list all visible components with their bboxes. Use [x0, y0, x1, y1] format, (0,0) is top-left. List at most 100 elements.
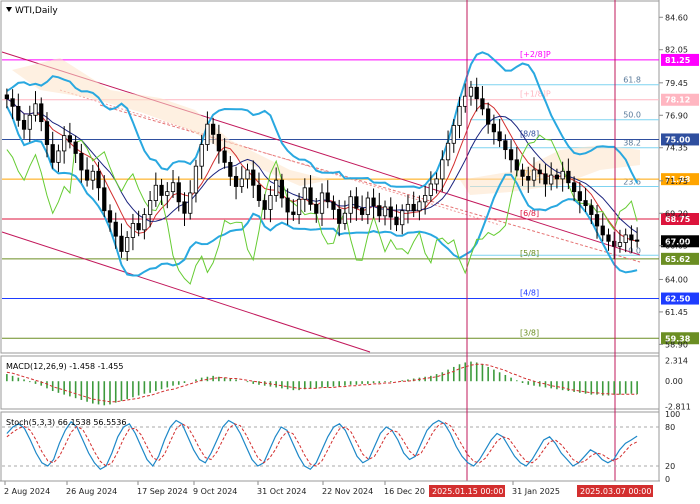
candle-body [73, 141, 78, 154]
candle-body [90, 170, 95, 181]
candle-body [445, 142, 451, 161]
candle-body [251, 169, 256, 186]
fib-label: 38.2 [623, 139, 641, 148]
candle-body [486, 108, 491, 125]
date-marker-badge [429, 485, 505, 497]
candle-body [612, 240, 617, 247]
candle-body [571, 182, 577, 193]
murray-label: [5/8] [520, 249, 539, 258]
murray-label: [4/8] [520, 289, 539, 298]
candle-body [342, 212, 348, 224]
candle-body [4, 94, 9, 100]
murray-badge [661, 252, 699, 265]
candle-body [526, 175, 531, 181]
candle-body [428, 183, 433, 196]
stoch-k-line [6, 419, 638, 471]
murray-badge-text: 65.62 [665, 255, 690, 264]
chikou-span [6, 134, 638, 285]
candle-body [182, 201, 187, 214]
candle-body [635, 239, 640, 242]
candle-body [193, 165, 199, 194]
candle-body [308, 187, 313, 205]
candle-body [125, 237, 130, 252]
candle-body [629, 234, 634, 241]
candle-body [102, 187, 107, 212]
candle-body [474, 86, 479, 100]
y-tick-label: 76.90 [665, 111, 688, 120]
y-tick-label: 74.35 [665, 144, 688, 153]
candle-body [291, 211, 296, 215]
murray-badge [661, 292, 699, 305]
murray-label: [3/8] [520, 328, 539, 337]
murray-badge-text: 62.50 [665, 295, 691, 304]
candle-body [113, 221, 118, 237]
candle-body [423, 195, 428, 203]
macd-layer: 2.314 0.00 -2.811 [6, 357, 691, 411]
candle-body [480, 98, 485, 110]
candle-body [531, 169, 537, 181]
candle-body [623, 234, 628, 243]
date-marker-text: 2025.03.07 00:00 [580, 487, 651, 496]
candle-body [222, 150, 227, 163]
candle-body [96, 170, 101, 189]
candle-body [440, 159, 445, 180]
date-marker-badge [577, 485, 653, 497]
candle-body [147, 200, 153, 215]
candle-body [262, 200, 267, 210]
x-tick-label: 31 Oct 2024 [257, 487, 306, 496]
stoch-title: Stoch(5,3,3) 66.1538 56.5536 [6, 418, 126, 427]
candle-body [10, 98, 15, 107]
murray-badge [661, 93, 699, 106]
candle-body [245, 169, 250, 180]
candle-body [560, 170, 565, 180]
murray-label: [6/8] [520, 209, 539, 218]
x-tick-label: 16 Dec 20 [384, 487, 425, 496]
candle-body [130, 223, 136, 238]
candle-body [606, 234, 611, 242]
candle-body [239, 178, 244, 187]
candle-body [79, 153, 84, 171]
stoch-d-line [6, 421, 638, 467]
candle-body [594, 214, 600, 227]
candle-body [84, 169, 90, 181]
candle-body [233, 175, 239, 187]
candle-body [279, 179, 285, 199]
y-tick-label: 69.20 [665, 209, 688, 218]
murray-badge-text: 71.88 [665, 175, 691, 184]
date-markers [466, 0, 616, 481]
fib-label: 0.0 [628, 246, 641, 255]
candle-body [503, 140, 508, 151]
candle-body [170, 182, 176, 193]
candle-body [159, 184, 164, 196]
bollinger-lower [6, 105, 638, 277]
candle-body [577, 191, 582, 201]
murray-badge-text: 81.25 [665, 56, 691, 65]
candle-body [589, 205, 594, 215]
macd-tick-label: 0.00 [665, 377, 683, 386]
candle-body [451, 125, 456, 144]
murray-badge [661, 213, 699, 225]
y-axis: 84.60 82.05 79.45 76.90 74.35 71.75 69.20 66.65… [659, 13, 688, 349]
candle-body [205, 123, 210, 145]
candle-body [62, 135, 67, 152]
candle-body [50, 144, 55, 163]
trend-channel [1, 51, 641, 353]
candle-body [56, 150, 61, 163]
macd-tick-label: 2.314 [665, 357, 688, 366]
candle-body [371, 197, 376, 207]
stoch-tick-label: 20 [665, 462, 675, 471]
macd-title: MACD(12,26,9) -1.458 -1.455 [6, 362, 123, 371]
candle-body [382, 206, 388, 217]
fib-label: 23.6 [623, 178, 641, 187]
candle-body [176, 182, 181, 203]
macd-tick-label: -2.811 [665, 402, 691, 411]
stoch-tick-label: 80 [665, 423, 675, 432]
candle-body [400, 210, 405, 226]
bollinger-upper [6, 51, 638, 190]
candle-body [583, 200, 588, 207]
candle-body [348, 196, 353, 214]
y-tick-label: 66.65 [665, 242, 688, 251]
candle-body [296, 198, 302, 215]
candles-layer [4, 77, 640, 261]
candle-body [228, 161, 233, 177]
